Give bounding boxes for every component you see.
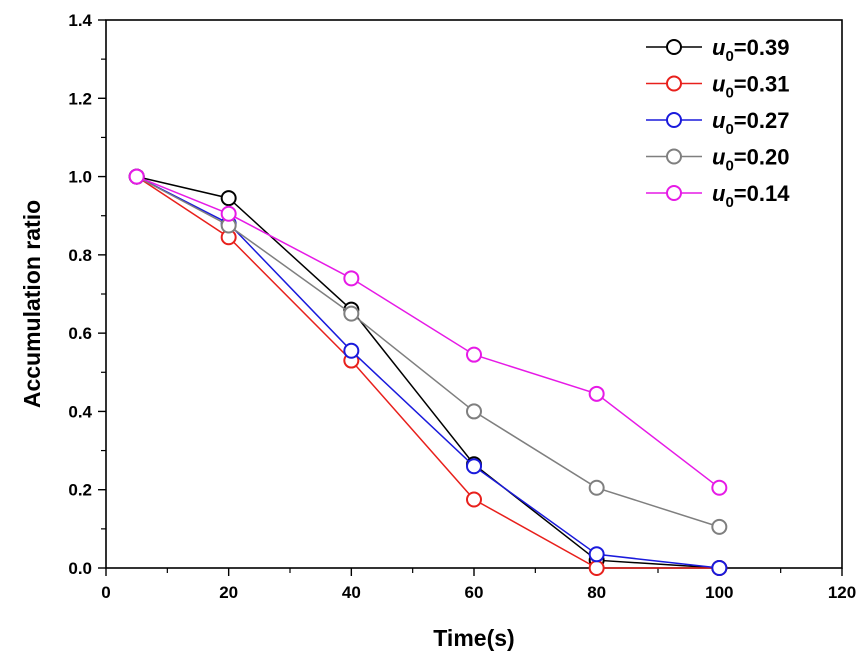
legend-label: u0=0.39	[712, 35, 789, 65]
legend-marker	[666, 148, 682, 165]
x-tick-label: 20	[219, 583, 238, 602]
data-point	[128, 168, 145, 185]
legend-item: u0=0.27	[646, 108, 789, 138]
data-point	[466, 458, 482, 475]
x-tick-label: 40	[342, 583, 361, 602]
series-3	[128, 168, 728, 535]
data-point	[343, 305, 360, 322]
y-axis-title: Accumulation ratio	[19, 200, 45, 408]
legend-item: u0=0.31	[646, 72, 789, 102]
data-point	[343, 342, 360, 359]
x-tick-label: 80	[587, 583, 606, 602]
y-tick-label: 0.0	[68, 559, 92, 578]
legend-item: u0=0.14	[646, 181, 790, 211]
legend-label: u0=0.20	[712, 145, 789, 175]
legend-item: u0=0.39	[646, 35, 789, 65]
data-point	[711, 479, 728, 496]
data-point	[343, 270, 360, 287]
data-point	[220, 190, 237, 207]
y-tick-label: 1.2	[68, 89, 92, 108]
data-point	[466, 491, 482, 508]
series-line	[136, 175, 720, 569]
series-line	[136, 175, 720, 569]
data-point	[711, 518, 728, 535]
legend-label: u0=0.31	[712, 72, 789, 102]
y-tick-label: 0.4	[68, 402, 92, 421]
data-point	[588, 385, 605, 402]
axes: 0 20 40 60 80 100 120 0.0 0.2 0.4 0.6 0.8 1.0 1.2 1.4	[68, 11, 856, 602]
series-4	[128, 168, 728, 496]
data-point	[588, 546, 605, 563]
series-line	[136, 175, 720, 569]
data-point	[588, 479, 605, 496]
legend-item: u0=0.20	[646, 145, 789, 175]
data-point	[466, 403, 482, 420]
x-axis-title: Time(s)	[433, 625, 514, 651]
x-tick-label: 0	[101, 583, 110, 602]
series-line	[136, 175, 720, 528]
data-point	[220, 205, 237, 222]
plot-frame	[105, 19, 843, 569]
x-tick-label: 60	[465, 583, 484, 602]
legend-label: u0=0.14	[712, 181, 790, 211]
legend-marker	[666, 39, 682, 55]
series-layer	[128, 168, 728, 576]
data-point	[711, 560, 728, 576]
legend: u0=0.39 u0=0.31 u0=0.27 u0=0.20 u0=0.14	[646, 35, 790, 211]
series-line	[136, 175, 720, 489]
data-point	[466, 346, 482, 363]
data-point	[588, 560, 605, 576]
series-1	[128, 168, 728, 576]
x-tick-label: 100	[705, 583, 733, 602]
legend-marker	[666, 75, 682, 92]
y-tick-label: 0.8	[68, 246, 92, 265]
y-tick-label: 1.4	[68, 11, 92, 30]
legend-label: u0=0.27	[712, 108, 789, 138]
y-tick-label: 0.6	[68, 324, 92, 343]
y-tick-label: 1.0	[68, 168, 92, 187]
y-tick-label: 0.2	[68, 481, 92, 500]
legend-marker	[666, 112, 682, 128]
x-tick-label: 120	[828, 583, 856, 602]
legend-marker	[666, 185, 682, 201]
